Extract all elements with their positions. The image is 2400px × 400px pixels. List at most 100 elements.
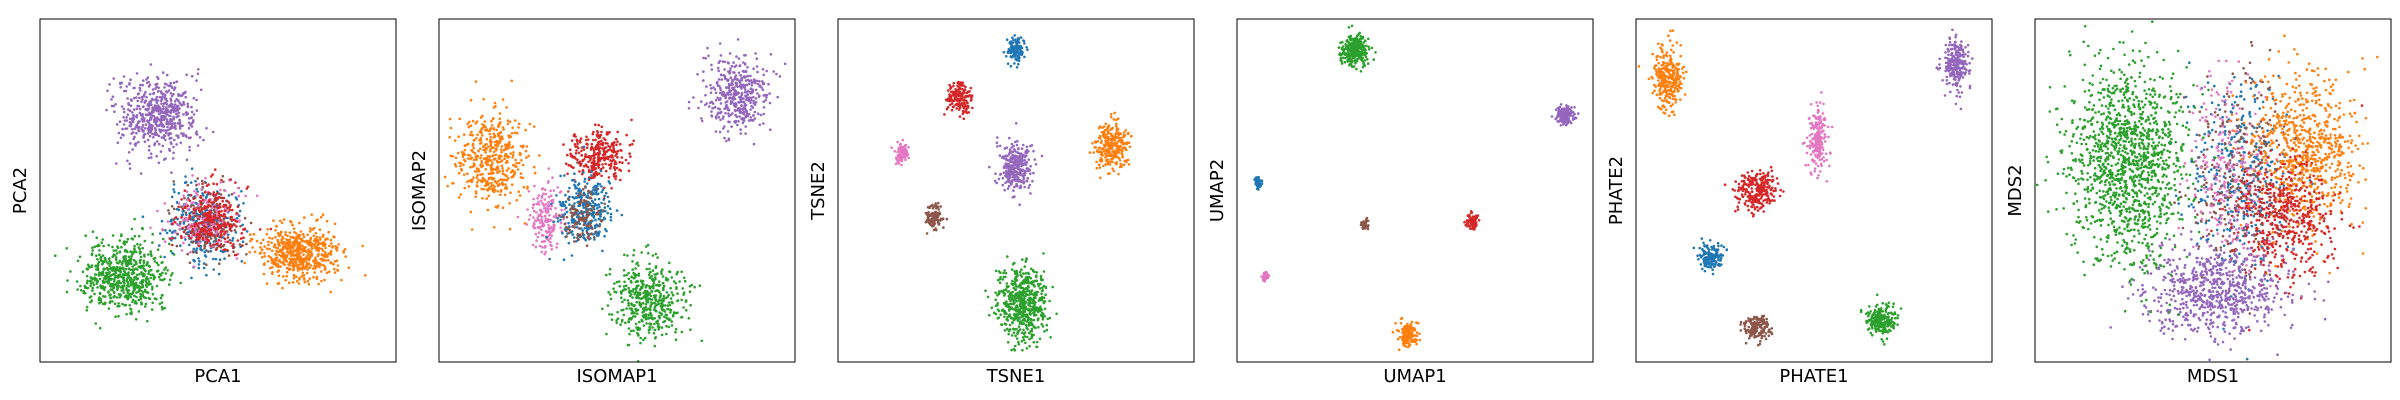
data-point [587, 189, 590, 193]
data-point [288, 264, 292, 267]
data-point [106, 262, 109, 265]
data-point [165, 108, 168, 111]
data-point [141, 105, 145, 109]
data-point [660, 306, 664, 309]
data-point [144, 280, 148, 283]
data-point [724, 106, 728, 110]
data-point [197, 68, 200, 71]
data-point [601, 249, 604, 253]
data-point [687, 107, 691, 110]
data-point [702, 56, 705, 60]
data-point [163, 268, 166, 271]
data-point [456, 151, 460, 155]
data-point [172, 180, 175, 183]
data-point [540, 210, 543, 214]
data-point [740, 104, 743, 107]
data-point [740, 78, 743, 82]
data-point [657, 284, 661, 288]
data-point [627, 169, 631, 173]
data-point [739, 95, 743, 99]
data-point [336, 269, 340, 272]
data-point [546, 210, 550, 213]
data-point [129, 312, 132, 315]
data-point [517, 161, 521, 165]
data-point [638, 302, 642, 306]
data-point [323, 278, 326, 282]
data-point [537, 200, 540, 204]
data-point [477, 178, 480, 182]
data-point [752, 142, 756, 146]
data-point [584, 219, 588, 222]
data-point [593, 151, 596, 154]
data-point [499, 138, 502, 141]
data-point [153, 131, 157, 134]
data-point [177, 111, 181, 115]
data-point [631, 260, 634, 263]
data-point [111, 234, 115, 237]
data-point [195, 98, 198, 102]
data-point [758, 84, 762, 87]
data-point [471, 144, 475, 147]
data-point [221, 199, 224, 203]
data-point [742, 84, 745, 88]
data-point [171, 272, 174, 275]
data-point [574, 180, 577, 184]
data-point [181, 134, 185, 137]
data-point [644, 245, 648, 248]
data-point [235, 211, 239, 215]
data-point [733, 75, 737, 79]
data-point [462, 163, 465, 167]
data-point [133, 86, 136, 90]
data-point [657, 326, 661, 329]
data-point [342, 249, 345, 253]
data-point [752, 67, 755, 70]
data-point [158, 112, 161, 115]
data-point [494, 168, 498, 171]
data-point [719, 118, 722, 122]
data-point [549, 189, 552, 192]
data-point [122, 278, 126, 282]
data-point [508, 120, 512, 124]
data-point [204, 181, 207, 185]
data-point [615, 291, 618, 294]
data-point [496, 190, 500, 193]
data-point [733, 71, 736, 74]
data-point [128, 292, 132, 296]
data-point [473, 170, 477, 173]
data-point [606, 133, 609, 136]
data-point [710, 63, 713, 67]
data-point [540, 220, 544, 224]
data-point [279, 248, 283, 252]
data-point [220, 233, 223, 237]
data-point [119, 86, 122, 89]
data-point [680, 315, 684, 319]
data-point [170, 108, 174, 111]
data-point [122, 256, 125, 260]
data-point [566, 153, 569, 157]
data-point [575, 222, 579, 226]
data-point [643, 290, 647, 293]
data-point [145, 263, 148, 267]
data-point [569, 164, 572, 167]
data-point [187, 136, 191, 140]
data-point [604, 162, 607, 166]
data-point [475, 176, 479, 179]
data-point [170, 195, 174, 199]
data-point [751, 118, 754, 122]
data-point [755, 65, 759, 68]
data-point [546, 207, 550, 211]
data-point [645, 267, 649, 271]
data-point [506, 119, 510, 122]
data-point [178, 118, 181, 122]
data-point [709, 83, 712, 87]
data-point [180, 234, 183, 238]
data-point [549, 194, 553, 198]
data-point [282, 245, 285, 248]
data-point [607, 200, 611, 203]
data-point [619, 148, 622, 152]
data-point [226, 233, 230, 236]
data-point [172, 151, 175, 155]
data-point [648, 287, 652, 290]
data-point [138, 96, 141, 100]
data-point [491, 154, 494, 158]
